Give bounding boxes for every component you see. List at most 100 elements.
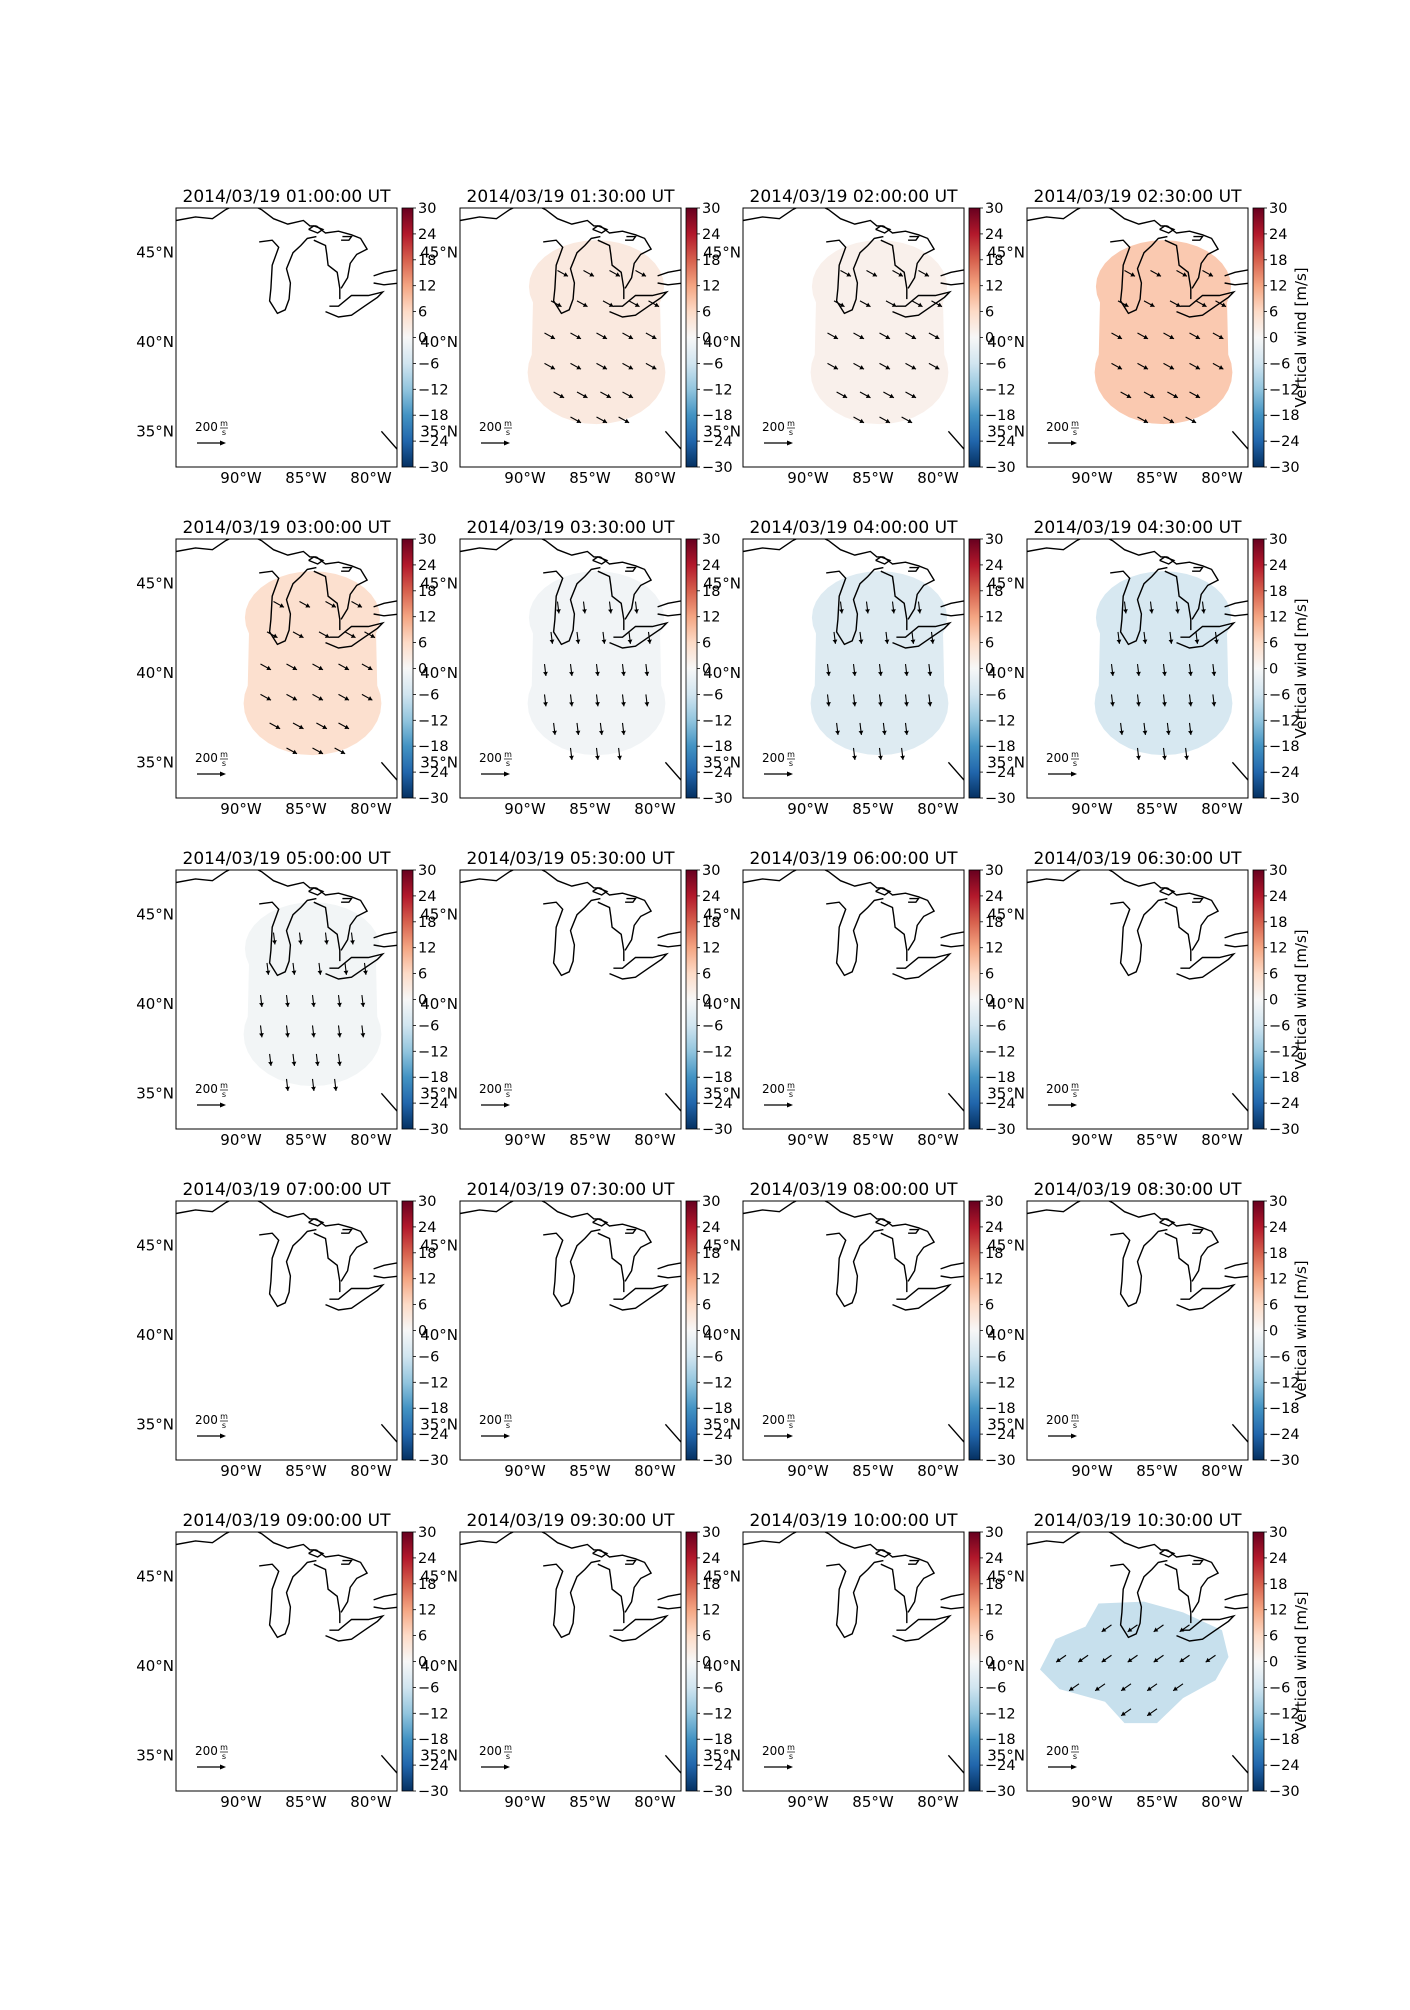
scale-unit-denominator: s [789,1752,793,1761]
coastline [826,1228,884,1308]
scale-value: 200 [195,1744,218,1758]
colorbar-tick-label: −24 [418,434,449,450]
coastline [341,1228,353,1234]
coastline [543,1559,601,1639]
coastline [657,931,681,948]
wind-vector [648,300,660,308]
colorbar-tick-label: −24 [418,1758,449,1774]
panel-title: 2014/03/19 08:30:00 UT [1034,1180,1243,1200]
wind-vector [312,747,324,755]
colorbar-gradient [401,538,414,799]
wind-vector [269,722,281,730]
map-area [743,539,964,781]
lon-tick-label: 80°W [350,469,392,487]
colorbar-tick-label: −12 [702,713,733,729]
colorbar: 30 24 18 12 6 0 −6 −12 −18 −24 −30 [968,863,1016,1138]
colorbar-tick-label: 6 [702,967,711,983]
coastline [259,566,317,646]
scale-arrow: 200 ms [762,1081,795,1108]
colorbar-tick-label: 0 [418,662,427,678]
colorbar-tick-label: 6 [1269,305,1278,321]
panel-title: 2014/03/19 02:00:00 UT [750,187,959,207]
colorbar-tick-label: −18 [985,1070,1016,1086]
wind-vector [285,1078,290,1091]
wind-vector [1117,300,1129,308]
colorbar-tick-label: −18 [1269,1401,1300,1417]
colorbar-tick-label: 18 [985,915,1003,931]
map-panel: 2014/03/19 02:00:00 UT 200 ms 90°W 85°W 80°W 4… [703,187,1015,487]
map-frame [742,1531,965,1792]
wind-vector [1123,601,1128,614]
colorbar-tick-label: 30 [985,863,1003,879]
map-panel: 2014/03/19 06:00:00 UT 200 ms 90°W 85°W 80°W 4… [703,849,1015,1149]
coastline [373,269,397,286]
scale-unit-numerator: m [1071,419,1079,428]
wind-vector [1068,1683,1080,1692]
coastline [259,1559,317,1639]
wind-vector [1120,391,1132,399]
coastline [609,952,669,980]
colorbar-tick-label: 24 [418,227,436,243]
lat-tick-label: 35°N [420,422,458,440]
map-panel: 2014/03/19 10:30:00 UT 200 ms 90°W 85°W 80°W 4… [987,1511,1310,1811]
lon-tick-label: 90°W [504,1462,546,1480]
coastline [908,1228,920,1234]
coastline [341,897,353,903]
colorbar-tick-label: −24 [702,1427,733,1443]
wind-vector [879,332,891,340]
coastline [875,1218,892,1227]
coastline [592,556,609,565]
panel-title: 2014/03/19 06:30:00 UT [1034,849,1243,869]
colorbar-tick-label: 0 [985,1655,994,1671]
colorbar: 30 24 18 12 6 0 −6 −12 −18 −24 −30 [968,1525,1016,1800]
panel-title: 2014/03/19 05:00:00 UT [183,849,392,869]
lat-tick-label: 45°N [987,1237,1025,1255]
colorbar-tick-label: 6 [1269,636,1278,652]
vertical-wind-region [1040,1601,1229,1724]
coastline [947,1423,964,1443]
panel-title: 2014/03/19 01:00:00 UT [183,187,392,207]
lon-tick-label: 85°W [285,1793,327,1811]
scale-arrow: 200 ms [1046,419,1079,446]
colorbar-tick-label: −30 [985,791,1016,807]
map-panel: 2014/03/19 06:30:00 UT 200 ms 90°W 85°W 80°W 4… [987,849,1310,1149]
lon-tick-label: 80°W [917,1793,959,1811]
wind-vector [645,362,657,370]
wind-vector [1201,601,1206,614]
map-area [176,1201,397,1443]
colorbar: 30 24 18 12 6 0 −6 −12 −18 −24 −30 [401,1525,449,1800]
lat-tick-label: 35°N [420,1084,458,1102]
wind-vector [647,631,652,644]
scale-unit-denominator: s [222,759,226,768]
colorbar-tick-label: 30 [418,863,436,879]
colorbar-tick-label: 6 [985,967,994,983]
colorbar-gradient [685,1200,698,1461]
map-frame [1026,1531,1249,1792]
lat-tick-label: 35°N [703,1415,741,1433]
wind-vector [1120,1708,1132,1717]
coastline [313,1563,341,1624]
colorbar-label: Vertical wind [m/s] [1292,1591,1310,1731]
colorbar-tick-label: 6 [702,1629,711,1645]
map-frame [175,869,398,1130]
scale-value: 200 [762,1082,785,1096]
colorbar-gradient [1252,538,1265,799]
colorbar-tick-label: −12 [985,382,1016,398]
wind-vector [1205,1654,1216,1663]
colorbar: 30 24 18 12 6 0 −6 −12 −18 −24 −30 [685,201,733,476]
lat-tick-label: 45°N [703,244,741,262]
map-panel: 2014/03/19 03:30:00 UT 200 ms 90°W 85°W 80°W 4… [420,518,732,818]
lat-tick-label: 40°N [136,1326,174,1344]
colorbar-tick-label: 30 [702,532,720,548]
scale-unit-numerator: m [787,419,795,428]
lat-tick-label: 45°N [136,575,174,593]
lat-tick-label: 40°N [136,664,174,682]
colorbar-tick-label: −6 [418,1349,439,1365]
colorbar-tick-label: 6 [985,636,994,652]
colorbar-gradient [685,207,698,468]
colorbar-tick-label: 24 [418,1551,436,1567]
coastline [1110,566,1168,646]
scale-unit-numerator: m [1071,1081,1079,1090]
colorbar-label: Vertical wind [m/s] [1292,267,1310,407]
